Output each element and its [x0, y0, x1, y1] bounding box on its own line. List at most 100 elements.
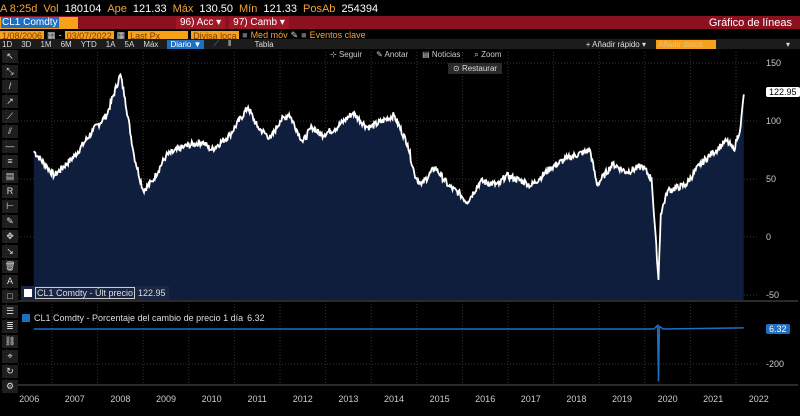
- restore-button[interactable]: ⊙ Restaurar: [448, 63, 503, 74]
- refresh-icon[interactable]: ↻: [2, 365, 18, 378]
- camb-dropdown[interactable]: 97) Camb ▾: [229, 16, 289, 29]
- range-ytd[interactable]: YTD: [80, 39, 97, 49]
- annotate-button[interactable]: ✎ Anotar: [376, 50, 409, 59]
- quote-bar: A 8:25d Vol 180104 Ape 121.33 Máx 130.50 Mí…: [0, 3, 378, 15]
- vol-label: Vol: [43, 3, 59, 15]
- high-label: Máx: [172, 3, 194, 15]
- y-tick-label: 100: [766, 116, 781, 126]
- move-icon[interactable]: ✥: [2, 230, 18, 243]
- change-line: [33, 323, 744, 382]
- start-date-input[interactable]: 1/08/2006: [0, 30, 45, 41]
- oi-value: 254394: [341, 3, 379, 15]
- open-label: Ape: [107, 3, 127, 15]
- ray-icon[interactable]: ⟋: [2, 110, 18, 123]
- cursor-icon[interactable]: ↖: [2, 50, 18, 63]
- range-6m[interactable]: 6M: [60, 39, 72, 49]
- quote-time: A 8:25d: [0, 3, 38, 15]
- calendar-icon[interactable]: ▦: [47, 29, 56, 40]
- trash-icon[interactable]: 🗑: [2, 260, 18, 273]
- price-line: [33, 72, 745, 280]
- square-icon[interactable]: □: [2, 290, 18, 303]
- add-data-input[interactable]: Añadir datos: [655, 39, 716, 49]
- mouse-icon[interactable]: ⌖: [2, 350, 18, 363]
- range-3d[interactable]: 3D: [21, 39, 32, 49]
- field-input[interactable]: Last Px: [128, 30, 189, 41]
- follow-button[interactable]: ⊹ Seguir: [330, 50, 363, 59]
- moving-avg-label: Med móv: [250, 30, 288, 40]
- bar-chart-icon[interactable]: ⫴: [228, 39, 232, 48]
- checkbox-moving-avg[interactable]: ■: [242, 30, 248, 40]
- arrow-icon[interactable]: ↘: [2, 245, 18, 258]
- x-tick-label: 2009: [156, 394, 176, 404]
- price-area: [33, 74, 744, 300]
- crosshair-icon[interactable]: ⤡: [2, 65, 18, 78]
- x-tick-label: 2015: [430, 394, 450, 404]
- vol-value: 180104: [64, 3, 102, 15]
- x-tick-label: 2022: [749, 394, 769, 404]
- high-value: 130.50: [199, 3, 234, 15]
- price-legend: CL1 Comdty - Últ precio 122.95: [21, 286, 169, 300]
- y-tick-label: 0: [766, 232, 771, 242]
- gear-icon[interactable]: ⚙: [2, 380, 18, 393]
- top-row-clipped: [0, 0, 800, 3]
- open-value: 121.33: [132, 3, 167, 15]
- x-tick-label: 2006: [19, 394, 39, 404]
- x-tick-label: 2013: [338, 394, 358, 404]
- drawing-toolbar: ↖ ⤡ / ↗ ⟋ ⫽ — ≡ ▤ R ⊢ ✎ ✥ ↘ 🗑 A □ ☰ ≣ ⛓ ⌖ ↻ ⚙: [2, 50, 18, 400]
- blue-swatch: [22, 314, 30, 322]
- range-max[interactable]: Máx: [143, 39, 159, 49]
- currency-select[interactable]: Divisa loca: [191, 30, 240, 41]
- hline-icon[interactable]: —: [2, 140, 18, 153]
- y-tick-label: -50: [766, 290, 779, 300]
- params-bar: 1/08/2006 ▦ - 03/07/2022 ▦ Last Px Divisa l…: [0, 29, 366, 41]
- change-legend: CL1 Comdty - Porcentaje del cambio de pr…: [22, 313, 265, 323]
- x-tick-label: 2010: [202, 394, 222, 404]
- x-tick-label: 2008: [110, 394, 130, 404]
- y-tick-label: 50: [766, 174, 776, 184]
- grid-icon[interactable]: ▤: [2, 170, 18, 183]
- x-tick-label: 2017: [521, 394, 541, 404]
- list-icon[interactable]: ≣: [2, 320, 18, 333]
- filter-icon[interactable]: ▾: [785, 39, 790, 49]
- change-panel-bg: [18, 302, 758, 384]
- low-value: 121.33: [263, 3, 298, 15]
- legend-icon[interactable]: ☰: [2, 305, 18, 318]
- text-icon[interactable]: A: [2, 275, 18, 288]
- x-tick-label: 2021: [703, 394, 723, 404]
- range-1m[interactable]: 1M: [40, 39, 52, 49]
- acc-dropdown[interactable]: 96) Acc ▾: [176, 16, 226, 29]
- pencil-icon[interactable]: ✎: [290, 29, 299, 40]
- period-select[interactable]: Diario ▼: [167, 39, 205, 49]
- last-price-label: 122.95: [766, 87, 800, 97]
- checkbox-events[interactable]: ■: [301, 30, 307, 40]
- end-date-input[interactable]: 03/07/2022: [64, 30, 114, 41]
- fib-icon[interactable]: ≡: [2, 155, 18, 168]
- trend-icon[interactable]: ↗: [2, 95, 18, 108]
- calendar-icon[interactable]: ▦: [116, 29, 126, 40]
- x-tick-label: 2007: [65, 394, 85, 404]
- last-change-label: 6.32: [766, 324, 790, 334]
- x-tick-label: 2014: [384, 394, 404, 404]
- table-button[interactable]: Tabla: [254, 39, 274, 49]
- range-1a[interactable]: 1A: [105, 39, 116, 49]
- news-button[interactable]: ▤ Noticias: [422, 50, 461, 59]
- range-1d[interactable]: 1D: [2, 39, 13, 49]
- r-icon[interactable]: R: [2, 185, 18, 198]
- link-icon[interactable]: ⛓: [2, 335, 18, 348]
- pen-icon[interactable]: ✎: [2, 215, 18, 228]
- x-tick-label: 2019: [612, 394, 632, 404]
- chart-type-title: Gráfico de líneas: [708, 16, 792, 29]
- line-chart-icon[interactable]: ⟋: [213, 39, 220, 48]
- x-tick-label: 2011: [248, 394, 267, 404]
- x-tick-label: 2020: [658, 394, 678, 404]
- range-5a[interactable]: 5A: [124, 39, 135, 49]
- ticker-input[interactable]: CL1 Comdty: [0, 16, 78, 29]
- quick-add-button[interactable]: + Añadir rápido ▾: [585, 39, 646, 49]
- range-bar: 1D 3D 1M 6M YTD 1A 5A Máx Diario ▼ ⟋ ⫴ T…: [0, 39, 800, 49]
- measure-icon[interactable]: ⊢: [2, 200, 18, 213]
- line-tool-icon[interactable]: /: [2, 80, 18, 93]
- channel-icon[interactable]: ⫽: [2, 125, 18, 138]
- zoom-button[interactable]: ⌕ Zoom: [474, 50, 502, 59]
- y-tick-label: 150: [766, 58, 781, 68]
